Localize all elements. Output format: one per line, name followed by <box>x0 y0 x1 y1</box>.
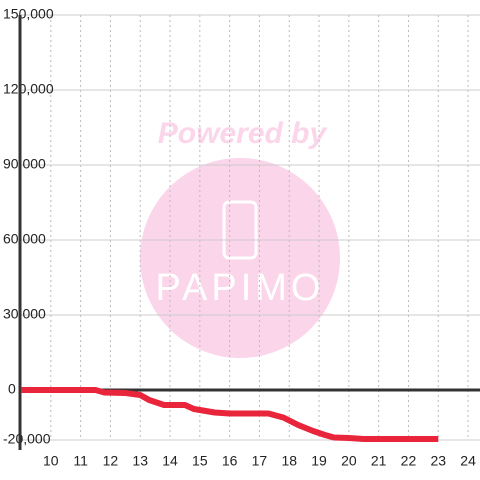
x-tick-label: 21 <box>371 453 387 469</box>
x-tick-label: 12 <box>103 453 119 469</box>
x-tick-label: 19 <box>311 453 327 469</box>
x-tick-label: 24 <box>460 453 476 469</box>
y-tick-label: 150,000 <box>3 6 54 22</box>
x-tick-label: 11 <box>73 453 88 469</box>
x-tick-label: 22 <box>401 453 417 469</box>
watermark-logo: PAPIMO <box>156 267 325 309</box>
x-tick-label: 10 <box>43 453 59 469</box>
y-tick-label: 30,000 <box>3 306 46 322</box>
x-tick-label: 23 <box>430 453 446 469</box>
x-tick-label: 15 <box>192 453 208 469</box>
y-tick-label: -20,000 <box>3 431 51 447</box>
x-tick-label: 17 <box>252 453 268 469</box>
x-tick-label: 18 <box>281 453 297 469</box>
x-tick-label: 20 <box>341 453 357 469</box>
data-line <box>21 387 439 442</box>
watermark: Powered by PAPIMO <box>140 117 340 358</box>
y-tick-label: 60,000 <box>3 231 46 247</box>
y-tick-label: 90,000 <box>3 156 46 172</box>
y-tick-label: 120,000 <box>3 81 54 97</box>
watermark-icon <box>222 200 258 260</box>
y-tick-label: 0 <box>8 381 16 397</box>
x-tick-label: 14 <box>162 453 178 469</box>
x-tick-label: 13 <box>132 453 148 469</box>
x-tick-label: 16 <box>222 453 238 469</box>
watermark-text: Powered by <box>158 117 328 150</box>
